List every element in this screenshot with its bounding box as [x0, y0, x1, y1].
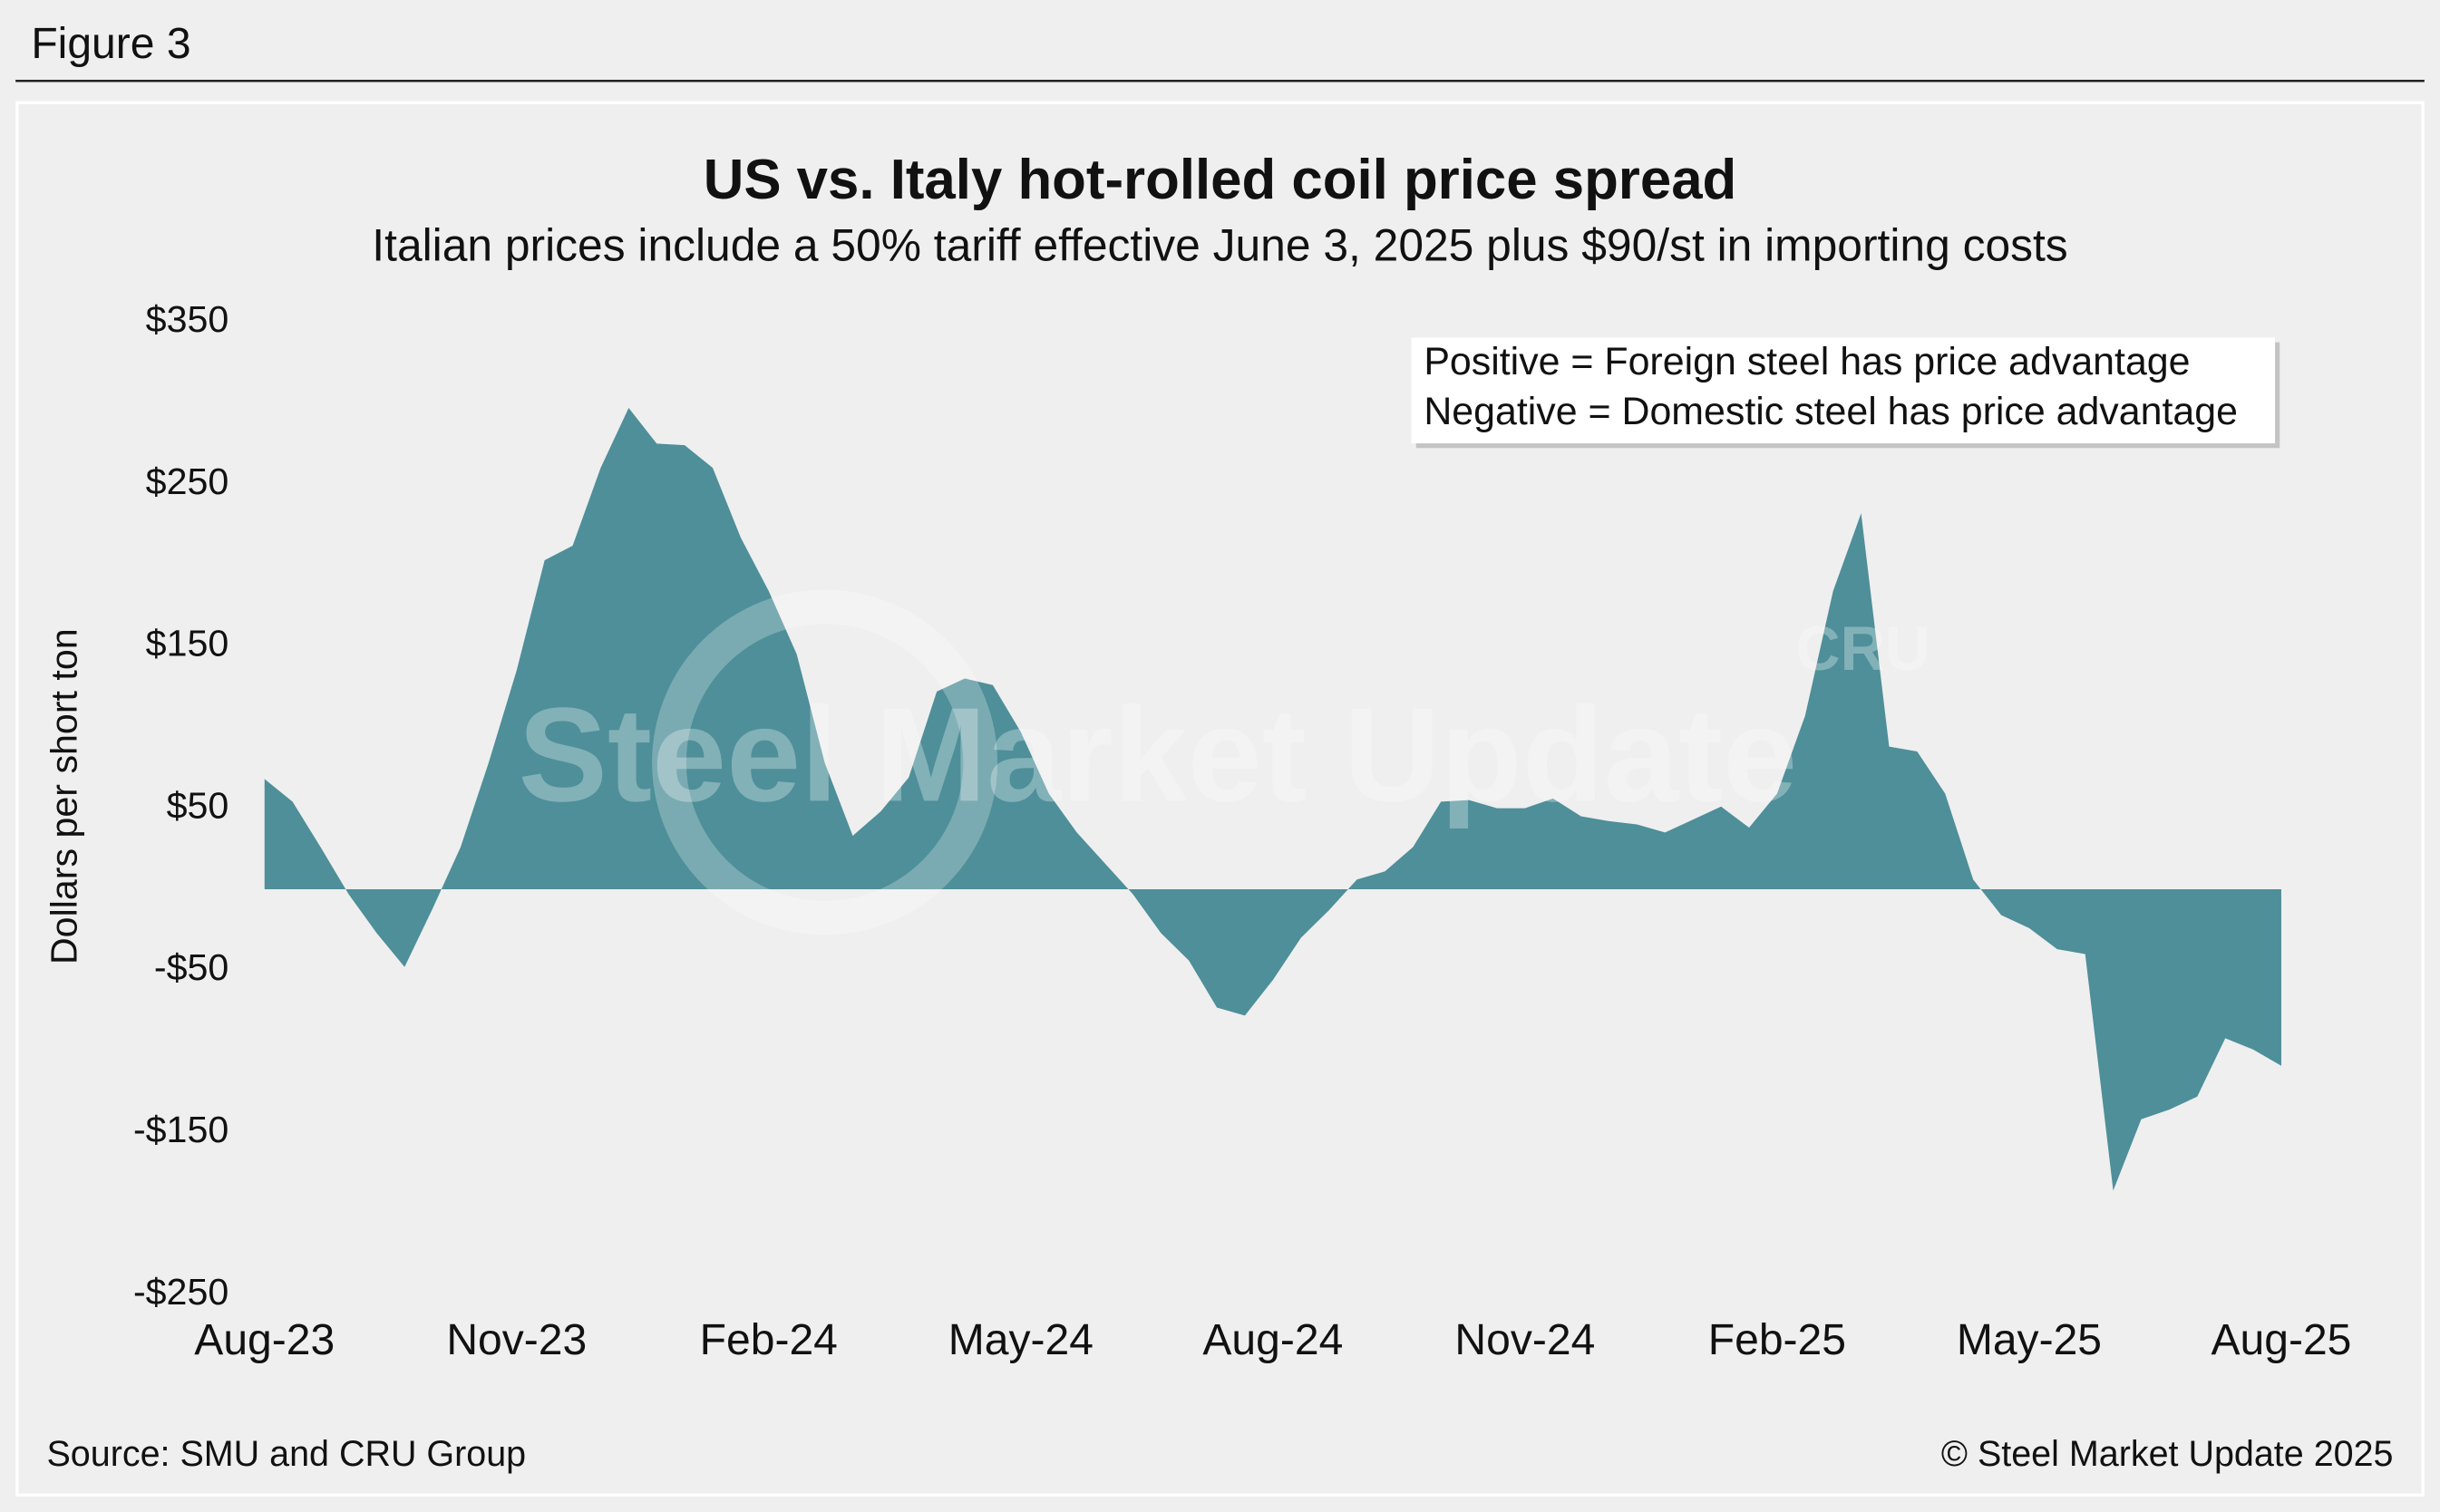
y-tick-label: $150	[146, 623, 229, 664]
y-tick-label: -$150	[133, 1109, 228, 1150]
source: Source: SMU and CRU Group	[46, 1434, 526, 1474]
figure-label: Figure 3	[31, 20, 190, 68]
y-tick-label: -$50	[154, 946, 228, 988]
x-tick-label: Nov-24	[1454, 1316, 1595, 1364]
y-tick-label: $50	[167, 784, 229, 826]
x-tick-label: Feb-24	[700, 1316, 838, 1364]
x-tick-label: Aug-23	[194, 1316, 335, 1364]
y-axis-label: Dollars per short ton	[44, 628, 85, 964]
panel	[15, 101, 2425, 1497]
annotation-box	[1411, 337, 2276, 444]
y-tick-label: -$250	[133, 1271, 228, 1313]
y-tick-label: $350	[146, 298, 229, 340]
credit: © Steel Market Update 2025	[1941, 1434, 2394, 1474]
x-tick-label: May-25	[1957, 1316, 2102, 1364]
x-tick-label: Nov-23	[446, 1316, 587, 1364]
watermark-logo	[652, 589, 998, 935]
watermark: Steel Market Update	[518, 680, 1797, 829]
area	[264, 408, 2281, 1191]
x-tick-label: Aug-24	[1202, 1316, 1343, 1364]
x-tick-label: Aug-25	[2211, 1316, 2351, 1364]
annotation: Positive = Foreign steel has price advan…	[1424, 340, 2190, 383]
watermark: CRU	[1795, 614, 1930, 683]
chart-subtitle: Italian prices include a 50% tariff effe…	[372, 220, 2067, 271]
y-tick-label: $250	[146, 460, 229, 502]
x-tick-label: Feb-25	[1708, 1316, 1846, 1364]
x-tick-label: May-24	[948, 1316, 1094, 1364]
annotation: Negative = Domestic steel has price adva…	[1424, 390, 2238, 433]
chart-title: US vs. Italy hot-rolled coil price sprea…	[704, 149, 1737, 211]
